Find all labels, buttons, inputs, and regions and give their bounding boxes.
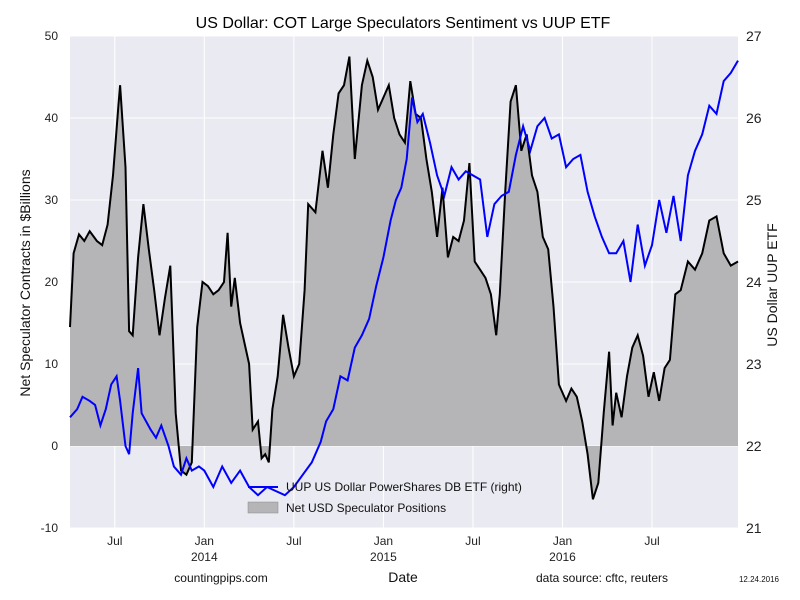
legend-uup-label: UUP US Dollar PowerShares DB ETF (right): [286, 480, 522, 494]
x-tick-label: Jul: [644, 534, 659, 548]
y-tick-left: -10: [41, 521, 59, 535]
y-tick-left: 50: [45, 29, 59, 43]
y-axis-label-left: Net Speculator Contracts in $Billions: [17, 169, 33, 396]
x-tick-label: Jan: [553, 534, 572, 548]
y-tick-right: 23: [746, 356, 762, 372]
footer-site: countingpips.com: [174, 571, 267, 585]
footer-source: data source: cftc, reuters: [536, 571, 668, 585]
y-tick-right: 25: [746, 192, 762, 208]
y-tick-left: 40: [45, 111, 59, 125]
y-tick-right: 27: [746, 28, 762, 44]
y-tick-right: 24: [746, 274, 762, 290]
x-tick-year: 2016: [549, 550, 576, 564]
legend-net-usd-swatch: [247, 501, 279, 514]
y-tick-left: 10: [45, 357, 59, 371]
footer-date: 12.24.2016: [739, 575, 780, 584]
y-tick-left: 20: [45, 275, 59, 289]
x-tick-year: 2015: [370, 550, 397, 564]
x-tick-label: Jan: [195, 534, 214, 548]
x-tick-label: Jul: [286, 534, 301, 548]
axis-ticks: -10 0 10 20 30 40 50 21 22 23 24 25 26 27 Jul Jan 2014 Ju…: [41, 28, 762, 564]
net-usd-positions-line: [69, 56, 739, 500]
y-tick-right: 21: [746, 520, 762, 536]
x-axis-label: Date: [388, 569, 418, 585]
x-tick-label: Jan: [374, 534, 393, 548]
y-tick-right: 26: [746, 110, 762, 126]
y-tick-left: 0: [51, 439, 58, 453]
uup-etf-line: [69, 60, 739, 497]
x-tick-label: Jul: [107, 534, 122, 548]
x-tick-label: Jul: [465, 534, 480, 548]
y-axis-label-right: US Dollar UUP ETF: [764, 223, 780, 346]
x-tick-year: 2014: [191, 550, 218, 564]
y-tick-right: 22: [746, 438, 762, 454]
y-tick-left: 30: [45, 193, 59, 207]
legend-net-usd-label: Net USD Speculator Positions: [286, 501, 446, 515]
net-usd-positions-area: [70, 56, 738, 500]
legend: UUP US Dollar PowerShares DB ETF (right)…: [247, 480, 522, 515]
chart-title: US Dollar: COT Large Speculators Sentime…: [196, 15, 611, 32]
